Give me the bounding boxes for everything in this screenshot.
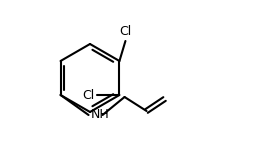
Text: Cl: Cl [82,89,94,102]
Text: Cl: Cl [119,25,132,38]
Text: NH: NH [90,108,109,122]
